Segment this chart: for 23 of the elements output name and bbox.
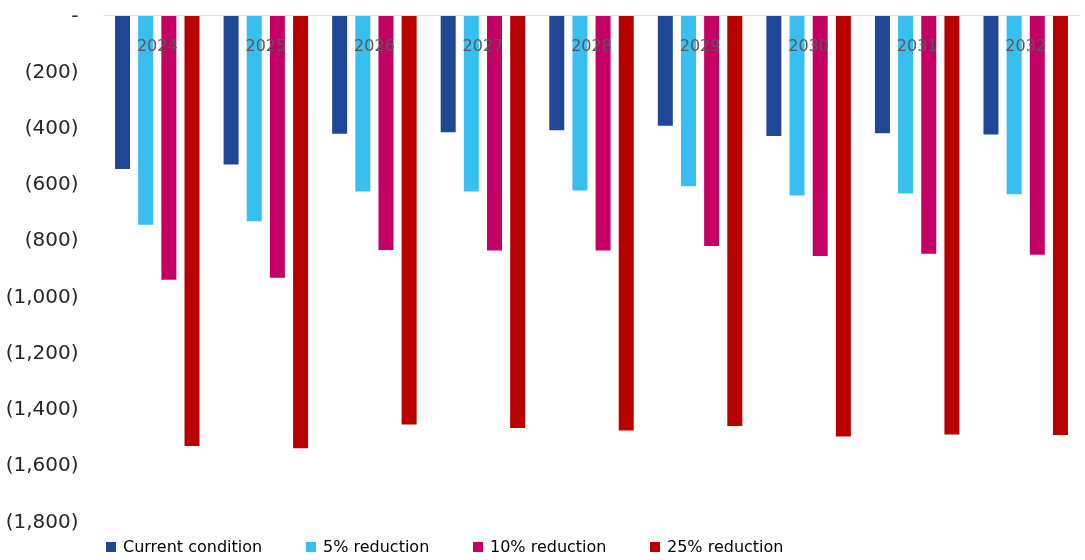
x-tick-label: 2032 — [1005, 35, 1047, 55]
legend-label: 5% reduction — [323, 537, 430, 556]
y-tick-label: (1,800) — [5, 508, 79, 533]
y-tick-label: (1,400) — [5, 396, 79, 421]
x-tick-label: 2026 — [354, 35, 395, 55]
y-tick-label: (600) — [24, 171, 79, 196]
y-tick-label: (1,000) — [5, 283, 79, 308]
x-tick-label: 2030 — [788, 35, 829, 55]
y-tick-label: (800) — [24, 227, 79, 252]
y-tick-label: (400) — [24, 114, 79, 139]
x-tick-label: 2028 — [571, 35, 612, 55]
legend-label: 10% reduction — [490, 537, 607, 556]
x-tick-label: 2024 — [136, 35, 178, 55]
y-tick-label: - — [71, 2, 79, 27]
x-tick-label: 2029 — [679, 35, 721, 55]
x-tick-label: 2031 — [896, 35, 938, 55]
y-tick-label: (200) — [24, 58, 79, 83]
legend-label: Current condition — [123, 537, 263, 556]
x-tick-label: 2027 — [462, 35, 504, 55]
x-tick-label: 2025 — [245, 35, 287, 55]
y-tick-label: (1,600) — [5, 452, 79, 477]
y-tick-label: (1,200) — [5, 339, 79, 364]
legend-label: 25% reduction — [667, 537, 784, 556]
